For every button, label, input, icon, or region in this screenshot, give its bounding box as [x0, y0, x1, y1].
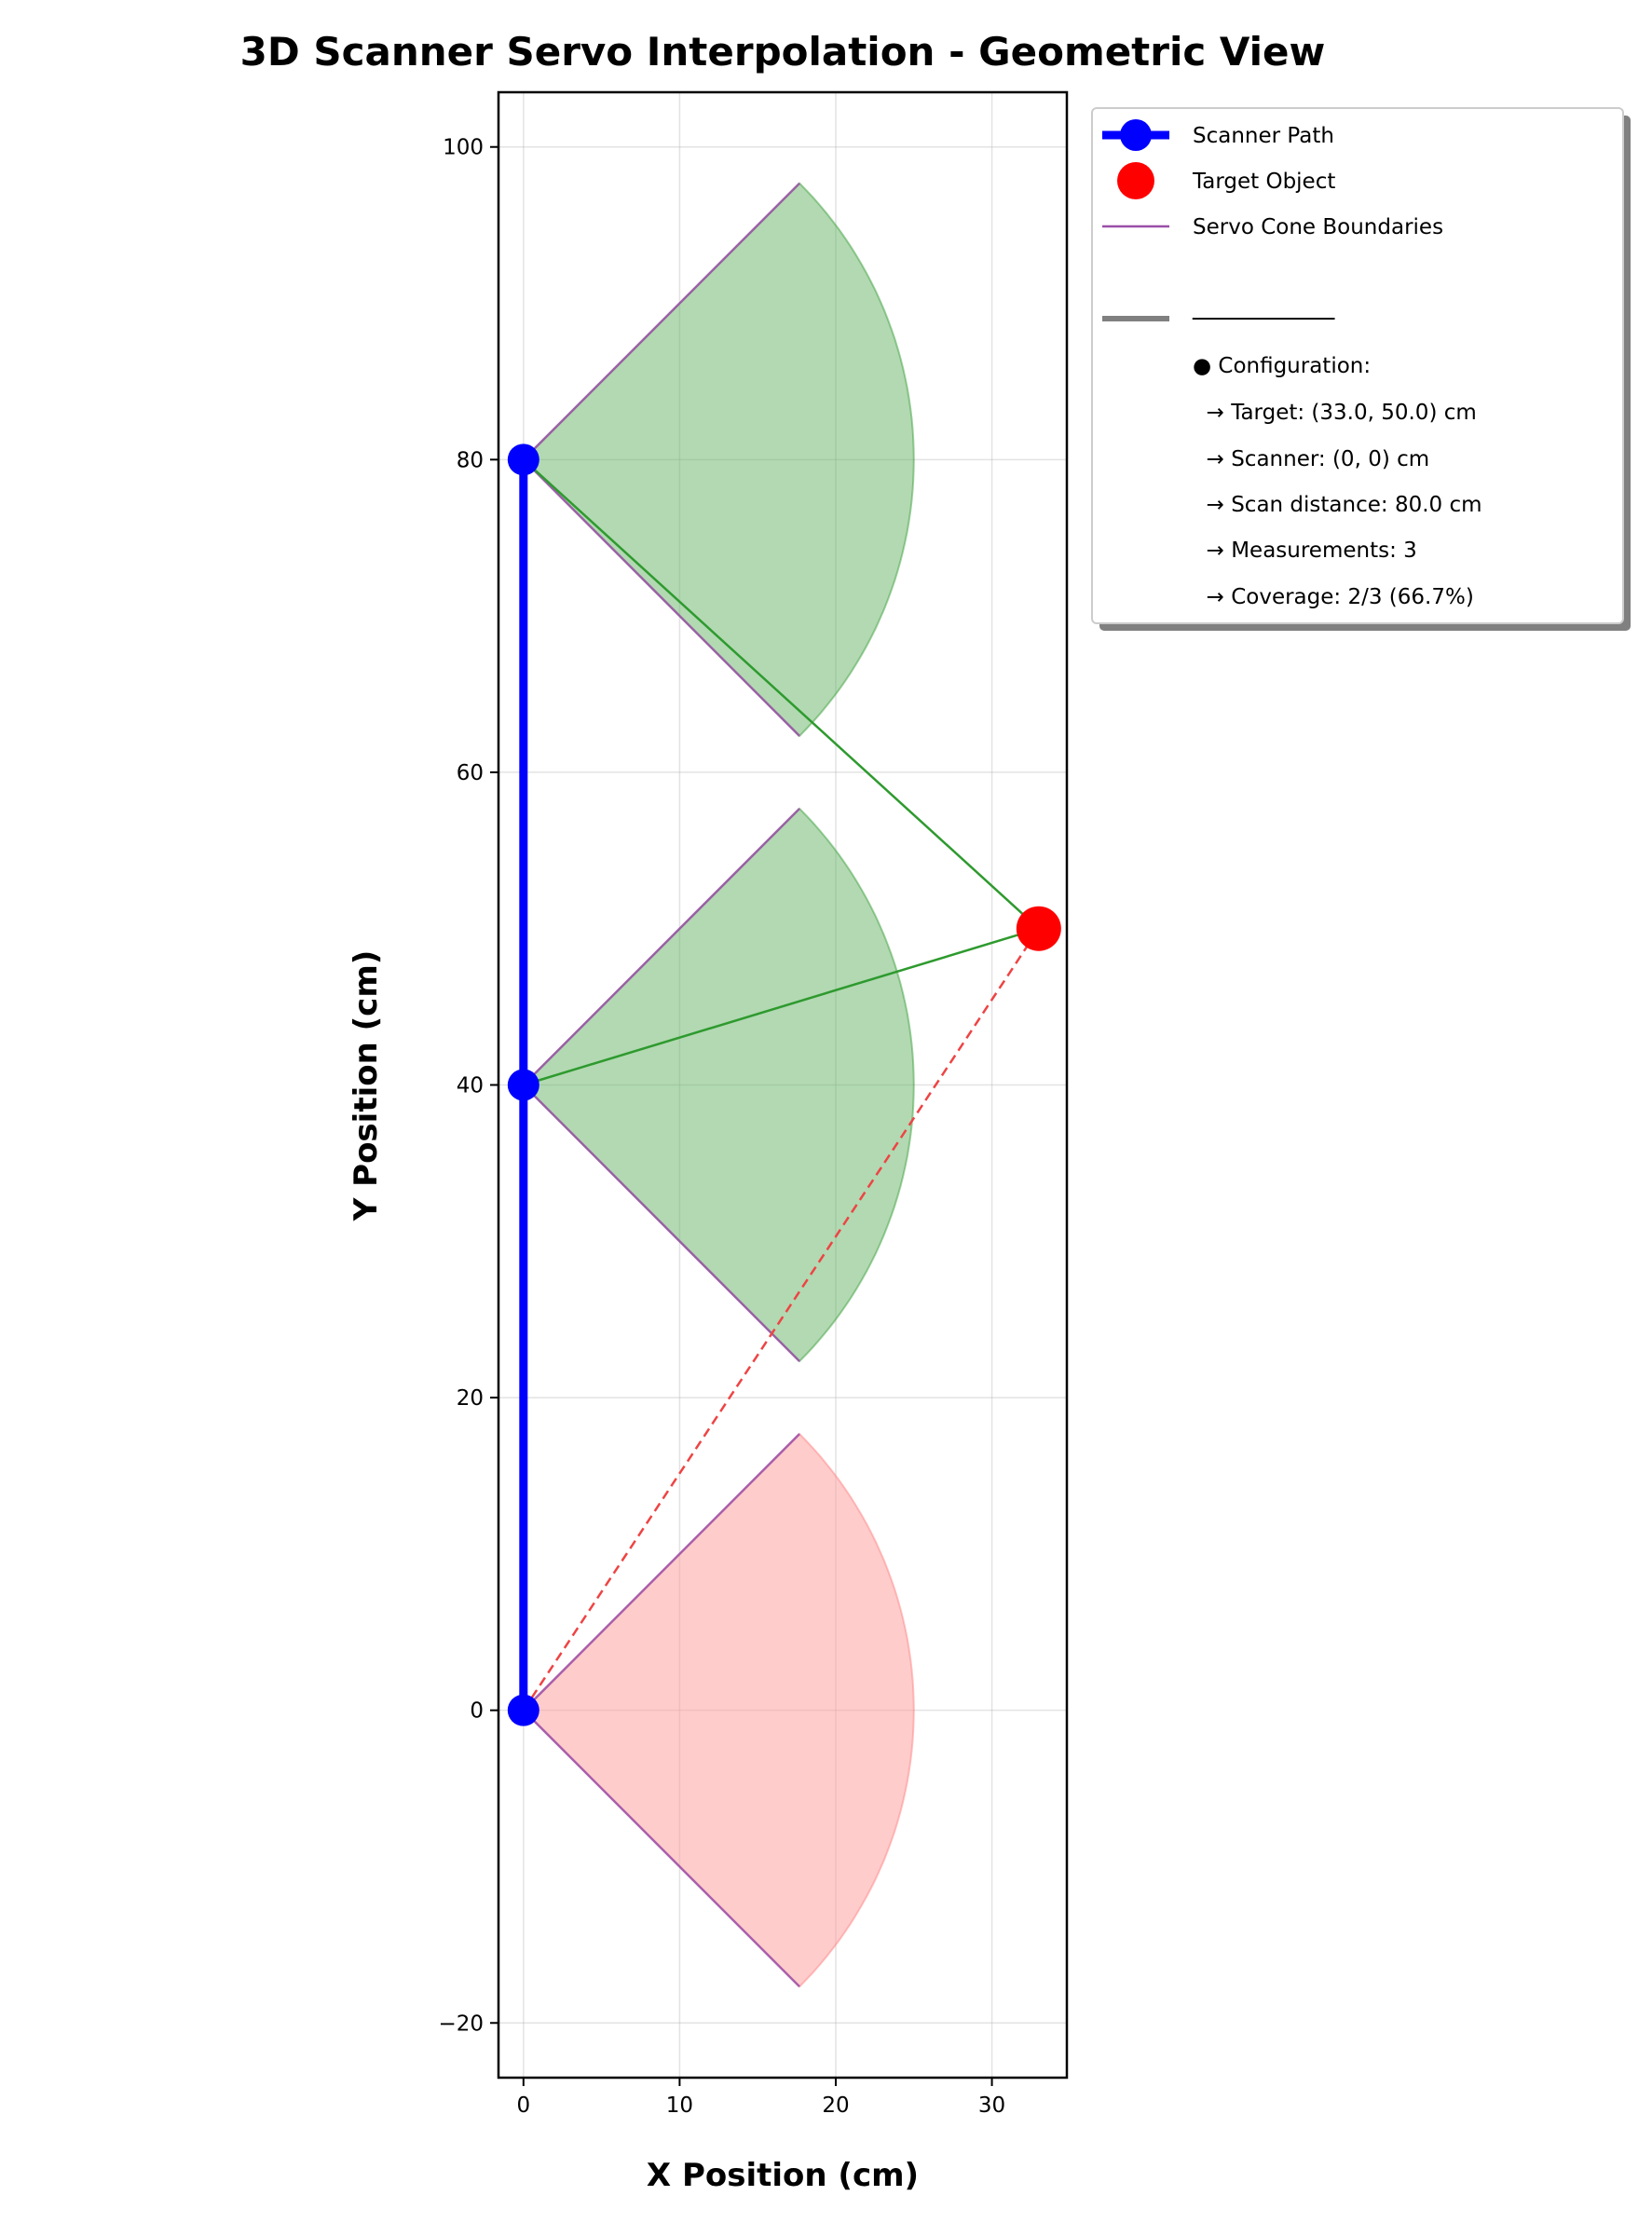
x-tick-label: 10 [666, 2093, 693, 2118]
cone-boundary [522, 1084, 800, 1363]
chart-title: 3D Scanner Servo Interpolation - Geometr… [240, 29, 1326, 75]
legend-entry-label: Servo Cone Boundaries [1193, 215, 1443, 239]
miss-line [522, 928, 1040, 1712]
x-tick-label: 0 [516, 2093, 530, 2118]
legend-entry-label: → Measurements: 3 [1193, 539, 1417, 563]
cone-boundary [522, 807, 800, 1086]
detection-line [522, 458, 1040, 930]
x-axis-label: X Position (cm) [647, 2157, 919, 2194]
y-tick-label: 60 [457, 761, 484, 785]
cone-boundary [522, 1709, 800, 1988]
servo-cone [522, 182, 915, 738]
legend-entry-label: Target Object [1192, 170, 1335, 194]
y-axis-label: Y Position (cm) [348, 950, 385, 1222]
y-tick-label: 100 [443, 136, 484, 160]
x-tick-label: 30 [978, 2093, 1005, 2118]
scanner-path-point [507, 1694, 539, 1726]
y-tick-label: 80 [457, 448, 484, 472]
legend-entry-label: → Coverage: 2/3 (66.7%) [1193, 585, 1474, 609]
y-tick-label: 40 [457, 1074, 484, 1098]
legend-box [1091, 107, 1624, 624]
legend-entry-label: ─────────── [1192, 307, 1335, 332]
legend-entry-label: → Scanner: (0, 0) cm [1193, 447, 1429, 471]
detection-line [523, 927, 1040, 1086]
target-object-point [1016, 906, 1061, 951]
cone-boundary [522, 458, 800, 737]
legend: Scanner Path Target Object Servo Cone Boun… [1091, 107, 1631, 631]
legend-entry-label: Scanner Path [1193, 124, 1334, 148]
scanner-path-point [507, 443, 539, 476]
legend-entry-label: → Target: (33.0, 50.0) cm [1193, 401, 1477, 425]
cone-boundary [522, 1433, 800, 1712]
y-tick-label: −20 [438, 2012, 484, 2036]
servo-cone [522, 1432, 915, 1988]
x-tick-label: 20 [822, 2093, 849, 2118]
y-tick-label: 0 [470, 1699, 484, 1724]
servo-cone [522, 807, 915, 1363]
legend-swatch-marker [1117, 162, 1154, 199]
legend-entry-label: ● Configuration: [1193, 354, 1371, 378]
legend-swatch-marker [1120, 119, 1152, 151]
legend-entry-label: → Scan distance: 80.0 cm [1193, 493, 1482, 517]
scanner-path-point [507, 1069, 539, 1101]
cone-boundary [522, 182, 800, 461]
y-tick-label: 20 [457, 1386, 484, 1411]
